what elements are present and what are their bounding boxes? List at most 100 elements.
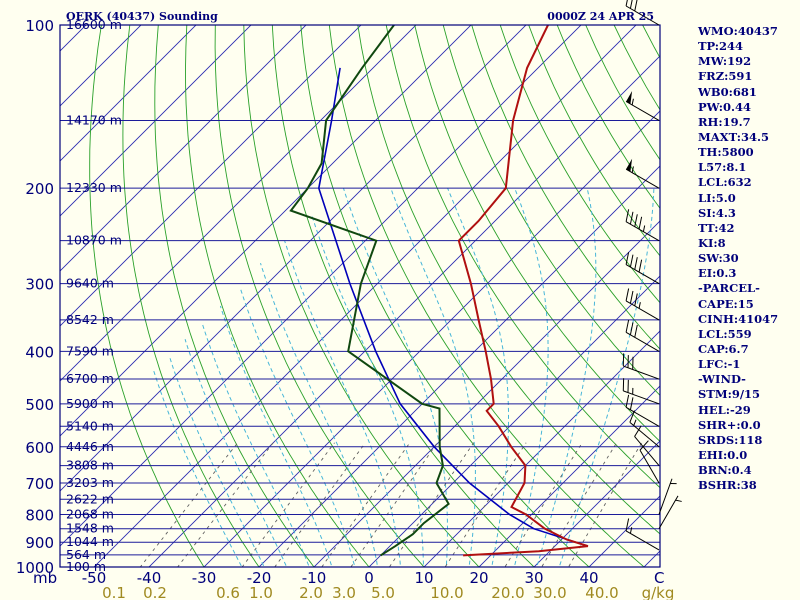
wind-barb-staff [639, 449, 660, 484]
wind-barb-feather [629, 322, 634, 335]
wind-barb-staff [629, 421, 660, 448]
moist-adiabat-line [447, 188, 509, 567]
height-label: 3203 m [66, 475, 114, 490]
wind-barb-feather [625, 209, 630, 222]
wind-barb-feather [634, 0, 638, 12]
stat-cape: CAPE:15 [698, 296, 754, 311]
pressure-tick-label: 300 [25, 276, 54, 294]
temperature-tick-label: 30 [524, 569, 543, 587]
sounding-indices: WMO:40437 TP:244 MW:192 FRZ:591 WB0:681 … [698, 24, 798, 493]
height-label: 8542 m [66, 312, 114, 327]
moist-adiabat-line [153, 370, 243, 567]
wind-barb [639, 440, 660, 484]
wind-barb-feather [629, 397, 634, 410]
temperature-trace [457, 25, 589, 557]
mixing-ratio-label: 2.0 [299, 584, 323, 600]
height-label: 6700 m [66, 371, 114, 386]
moist-adiabat-line [390, 188, 476, 567]
wind-barb-feather [634, 425, 642, 437]
stat-cinh: CINH:41047 [698, 311, 779, 326]
stat-si: SI:4.3 [698, 205, 736, 220]
isotherm-line [60, 25, 362, 327]
isotherm-line [423, 330, 660, 567]
height-label: 7590 m [66, 343, 114, 358]
mixing-ratio-line [388, 442, 475, 567]
stat-tt: TT:42 [698, 220, 735, 235]
wind-barb-half-feather [631, 98, 634, 106]
wind-barb [634, 425, 660, 466]
pressure-tick-label: 500 [25, 396, 54, 414]
height-label: 10870 m [66, 233, 122, 248]
isotherm-line [478, 385, 660, 567]
height-label: 5140 m [66, 418, 114, 433]
wind-barb-feather [629, 211, 634, 225]
wind-barb-staff [625, 264, 660, 285]
height-label: 1044 m [66, 534, 114, 549]
wind-barb-staff [625, 300, 660, 321]
pressure-tick-label: 900 [25, 534, 54, 552]
isotherm-line [93, 25, 637, 567]
pressure-tick-label: 600 [25, 439, 54, 457]
mixing-ratio-line [177, 442, 274, 567]
height-label: 4446 m [66, 439, 114, 454]
stat-l57: L57:8.1 [698, 160, 747, 175]
wind-barb-staff [625, 5, 660, 26]
pressure-unit-label: mb [33, 569, 57, 587]
isotherm-line [60, 25, 527, 492]
parcel-trace [317, 67, 589, 547]
temperature-tick-label: -40 [137, 569, 162, 587]
isotherm-line [148, 55, 660, 567]
height-label: 1548 m [66, 521, 114, 536]
wind-barb-staff [658, 478, 673, 515]
stat-maxt: MAXT:34.5 [698, 129, 769, 144]
mixing-ratio-label: g/kg [642, 584, 675, 600]
isotherm-line [60, 25, 417, 382]
wind-barb-staff [623, 365, 660, 380]
stat-pw: PW:0.44 [698, 99, 752, 114]
moist-adiabat-line [201, 323, 310, 567]
dewpoint-trace [289, 25, 450, 557]
wind-barb-feather [634, 257, 638, 270]
isotherm-line [60, 25, 142, 107]
stat-wb0: WB0:681 [698, 84, 757, 99]
mixing-ratio-line [350, 442, 438, 567]
wind-heading: -WIND- [698, 372, 746, 387]
wind-barb-half-feather [629, 527, 633, 534]
height-label: 2068 m [66, 506, 114, 521]
wind-barb-staff [623, 390, 660, 405]
wind-barb [658, 478, 677, 515]
stat-hel: HEL:-29 [698, 402, 751, 417]
mixing-ratio-label: 10.0 [430, 584, 463, 600]
stat-ehi: EHI:0.0 [698, 447, 748, 462]
stat-ki: KI:8 [698, 235, 726, 250]
wind-barb-staff [634, 436, 660, 466]
mixing-ratio-label: 0.2 [143, 584, 167, 600]
temperature-tick-label: 0 [364, 569, 374, 587]
wind-barb-feather [634, 293, 638, 306]
moist-adiabat-line [239, 287, 356, 567]
wind-barb-staff [625, 168, 660, 189]
height-label: 12330 m [66, 180, 122, 195]
wind-barb-feather [629, 410, 636, 423]
stat-parcel-lcl: LCL:559 [698, 326, 752, 341]
mixing-ratio-line [241, 442, 335, 567]
isotherm-line [533, 440, 660, 567]
temperature-tick-label: -10 [302, 569, 327, 587]
isotherm-line [258, 165, 660, 567]
wind-barb-feather [625, 319, 630, 333]
height-label: 2622 m [66, 491, 114, 506]
wind-barb [625, 158, 660, 189]
wind-barb-half-feather [675, 499, 682, 502]
moist-adiabat-line [311, 215, 424, 567]
wind-barb-half-feather [638, 302, 641, 309]
temperature-unit-label: C [654, 569, 664, 587]
height-label: 100 m [66, 559, 106, 574]
wind-barb-feather [639, 440, 649, 451]
stat-ei: EI:0.3 [698, 266, 737, 281]
height-label: 14170 m [66, 112, 122, 127]
wind-barb-pennant [626, 158, 633, 172]
wind-barb [658, 495, 682, 529]
mixing-ratio-label: 0.1 [102, 584, 126, 600]
wind-barb-staff [625, 101, 660, 121]
